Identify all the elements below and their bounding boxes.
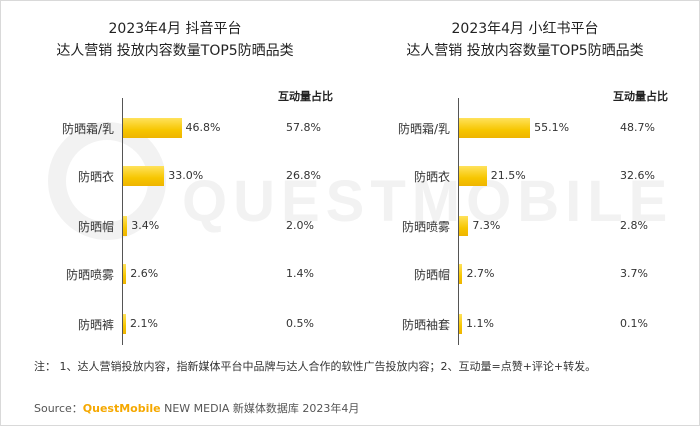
- interaction-share-header: 互动量占比: [613, 90, 668, 103]
- bar: [459, 118, 531, 138]
- bar-value-label: 7.3%: [472, 219, 501, 232]
- interaction-share-value: 0.1%: [620, 317, 648, 330]
- bar: [123, 216, 128, 236]
- bar-value-label: 2.7%: [466, 267, 495, 280]
- category-label: 防晒喷雾: [65, 268, 114, 282]
- category-label: 防晒衣: [413, 170, 450, 184]
- source-rest: NEW MEDIA 新媒体数据库 2023年4月: [160, 402, 360, 415]
- chart-title: 2023年4月 抖音平台: [108, 21, 242, 37]
- interaction-share-value: 32.6%: [620, 169, 655, 182]
- interaction-share-value: 26.8%: [286, 169, 321, 182]
- interaction-share-header: 互动量占比: [278, 90, 333, 103]
- source-prefix: Source：: [34, 402, 83, 415]
- category-label: 防晒袖套: [401, 318, 450, 332]
- category-axis-line: [458, 98, 459, 345]
- bar-value-label: 33.0%: [168, 169, 204, 182]
- bar: [123, 264, 127, 284]
- bar-value-label: 3.4%: [131, 219, 160, 232]
- bar-value-label: 55.1%: [534, 121, 570, 134]
- interaction-share-value: 48.7%: [620, 121, 655, 134]
- category-axis-line: [122, 98, 123, 345]
- footnote: 注： 1、达人营销投放内容，指新媒体平台中品牌与达人合作的软性广告投放内容；2、…: [34, 360, 597, 373]
- category-label: 防晒帽: [413, 268, 450, 282]
- interaction-share-value: 0.5%: [286, 317, 314, 330]
- source-brand: QuestMobile: [82, 402, 161, 415]
- douyin-chart-panel: 2023年4月 抖音平台 达人营销 投放内容数量TOP5防晒品类 互动量占比 防…: [0, 0, 350, 350]
- bar: [123, 166, 165, 186]
- bar: [459, 264, 463, 284]
- bar-value-label: 1.1%: [466, 317, 494, 330]
- interaction-share-value: 2.8%: [620, 219, 648, 232]
- bar-value-label: 2.1%: [130, 317, 158, 330]
- xiaohongshu-chart-panel: 2023年4月 小红书平台 达人营销 投放内容数量TOP5防晒品类 互动量占比 …: [350, 0, 700, 350]
- chart-title: 2023年4月 小红书平台: [451, 21, 599, 37]
- bar: [123, 118, 182, 138]
- category-label: 防晒帽: [77, 220, 114, 234]
- bar: [459, 166, 487, 186]
- interaction-share-value: 3.7%: [620, 267, 648, 280]
- bar-value-label: 2.6%: [130, 267, 159, 280]
- watermark-text: QUESTMOBILE: [182, 169, 674, 234]
- chart-subtitle: 达人营销 投放内容数量TOP5防晒品类: [56, 43, 294, 59]
- chart-subtitle: 达人营销 投放内容数量TOP5防晒品类: [406, 43, 644, 59]
- interaction-share-value: 2.0%: [286, 219, 314, 232]
- bar: [459, 216, 469, 236]
- category-label: 防晒霜/乳: [61, 122, 114, 136]
- category-label: 防晒衣: [77, 170, 114, 184]
- source-line: Source：QuestMobile NEW MEDIA 新媒体数据库 2023…: [34, 400, 359, 416]
- bar: [123, 314, 126, 334]
- category-label: 防晒裤: [77, 318, 114, 332]
- category-label: 防晒喷雾: [401, 220, 450, 234]
- bar-value-label: 46.8%: [185, 121, 221, 134]
- category-label: 防晒霜/乳: [397, 122, 450, 136]
- bar-value-label: 21.5%: [490, 169, 526, 182]
- interaction-share-value: 1.4%: [286, 267, 314, 280]
- bar: [459, 314, 462, 334]
- interaction-share-value: 57.8%: [286, 121, 321, 134]
